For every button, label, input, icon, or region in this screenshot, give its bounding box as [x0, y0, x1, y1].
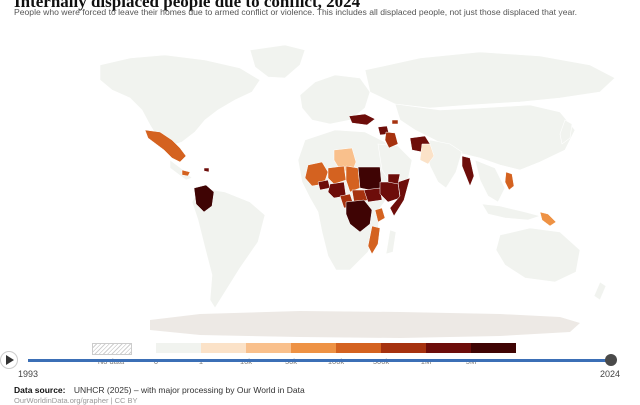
country-iraq [384, 131, 399, 149]
region-japan [559, 119, 573, 145]
region-north-america [99, 54, 261, 147]
country-nigeria [327, 181, 347, 199]
footer-note[interactable]: OurWorldinData.org/grapher | CC BY [14, 396, 138, 405]
country-pakistan [419, 143, 435, 165]
play-button[interactable] [0, 351, 18, 369]
country-somalia [389, 177, 411, 217]
timeline-track[interactable] [28, 359, 611, 362]
legend-swatch[interactable] [291, 343, 336, 353]
region-europe [299, 74, 371, 125]
legend-swatch[interactable] [246, 343, 291, 353]
country-niger [327, 165, 347, 185]
country-ukraine [348, 113, 376, 126]
region-asia [394, 103, 576, 171]
legend-swatch[interactable] [381, 343, 426, 353]
legend-no-data-swatch[interactable] [92, 343, 132, 355]
legend-swatch[interactable] [156, 343, 201, 353]
data-source: Data source: UNHCR (2025) – with major p… [14, 385, 305, 395]
chart-title: Internally displaced people due to confl… [14, 0, 361, 11]
country-kenya [374, 207, 386, 223]
legend-color-scale [156, 343, 516, 353]
region-new-zealand [593, 281, 607, 301]
country-yemen [387, 173, 401, 185]
country-sudan [357, 166, 383, 191]
legend-swatch[interactable] [201, 343, 246, 353]
country-dr-congo [345, 199, 373, 233]
region-indonesia [481, 203, 542, 221]
timeline-handle[interactable] [605, 354, 617, 366]
country-mozambique [367, 225, 381, 255]
data-source-text: UNHCR (2025) – with major processing by … [73, 385, 305, 395]
country-azerbaijan [391, 119, 399, 125]
country-papua-new-guinea [539, 211, 557, 227]
country-myanmar [461, 155, 475, 187]
region-southeast-asia [474, 159, 506, 203]
country-south-sudan [363, 187, 383, 203]
region-north-asia [364, 51, 616, 109]
timeline-end-year: 2024 [600, 369, 621, 379]
legend-swatch[interactable] [471, 343, 516, 353]
chart-subtitle: People who were forced to leave their ho… [14, 7, 578, 17]
timeline-start-year: 1993 [18, 369, 39, 379]
legend-swatch[interactable] [336, 343, 381, 353]
world-map [99, 44, 616, 338]
country-fills [144, 113, 557, 255]
country-mexico [144, 129, 187, 163]
region-madagascar [385, 229, 397, 255]
region-south-america [191, 187, 266, 309]
country-honduras [181, 169, 191, 177]
data-source-label: Data source: [14, 385, 66, 395]
country-philippines [504, 171, 515, 191]
legend-swatch[interactable] [426, 343, 471, 353]
country-colombia [193, 184, 215, 213]
country-haiti [203, 167, 210, 173]
region-antarctica [150, 311, 580, 338]
country-burkina-faso [317, 179, 331, 191]
region-greenland [249, 44, 306, 79]
region-australia [495, 227, 581, 283]
region-central-america [169, 159, 193, 181]
